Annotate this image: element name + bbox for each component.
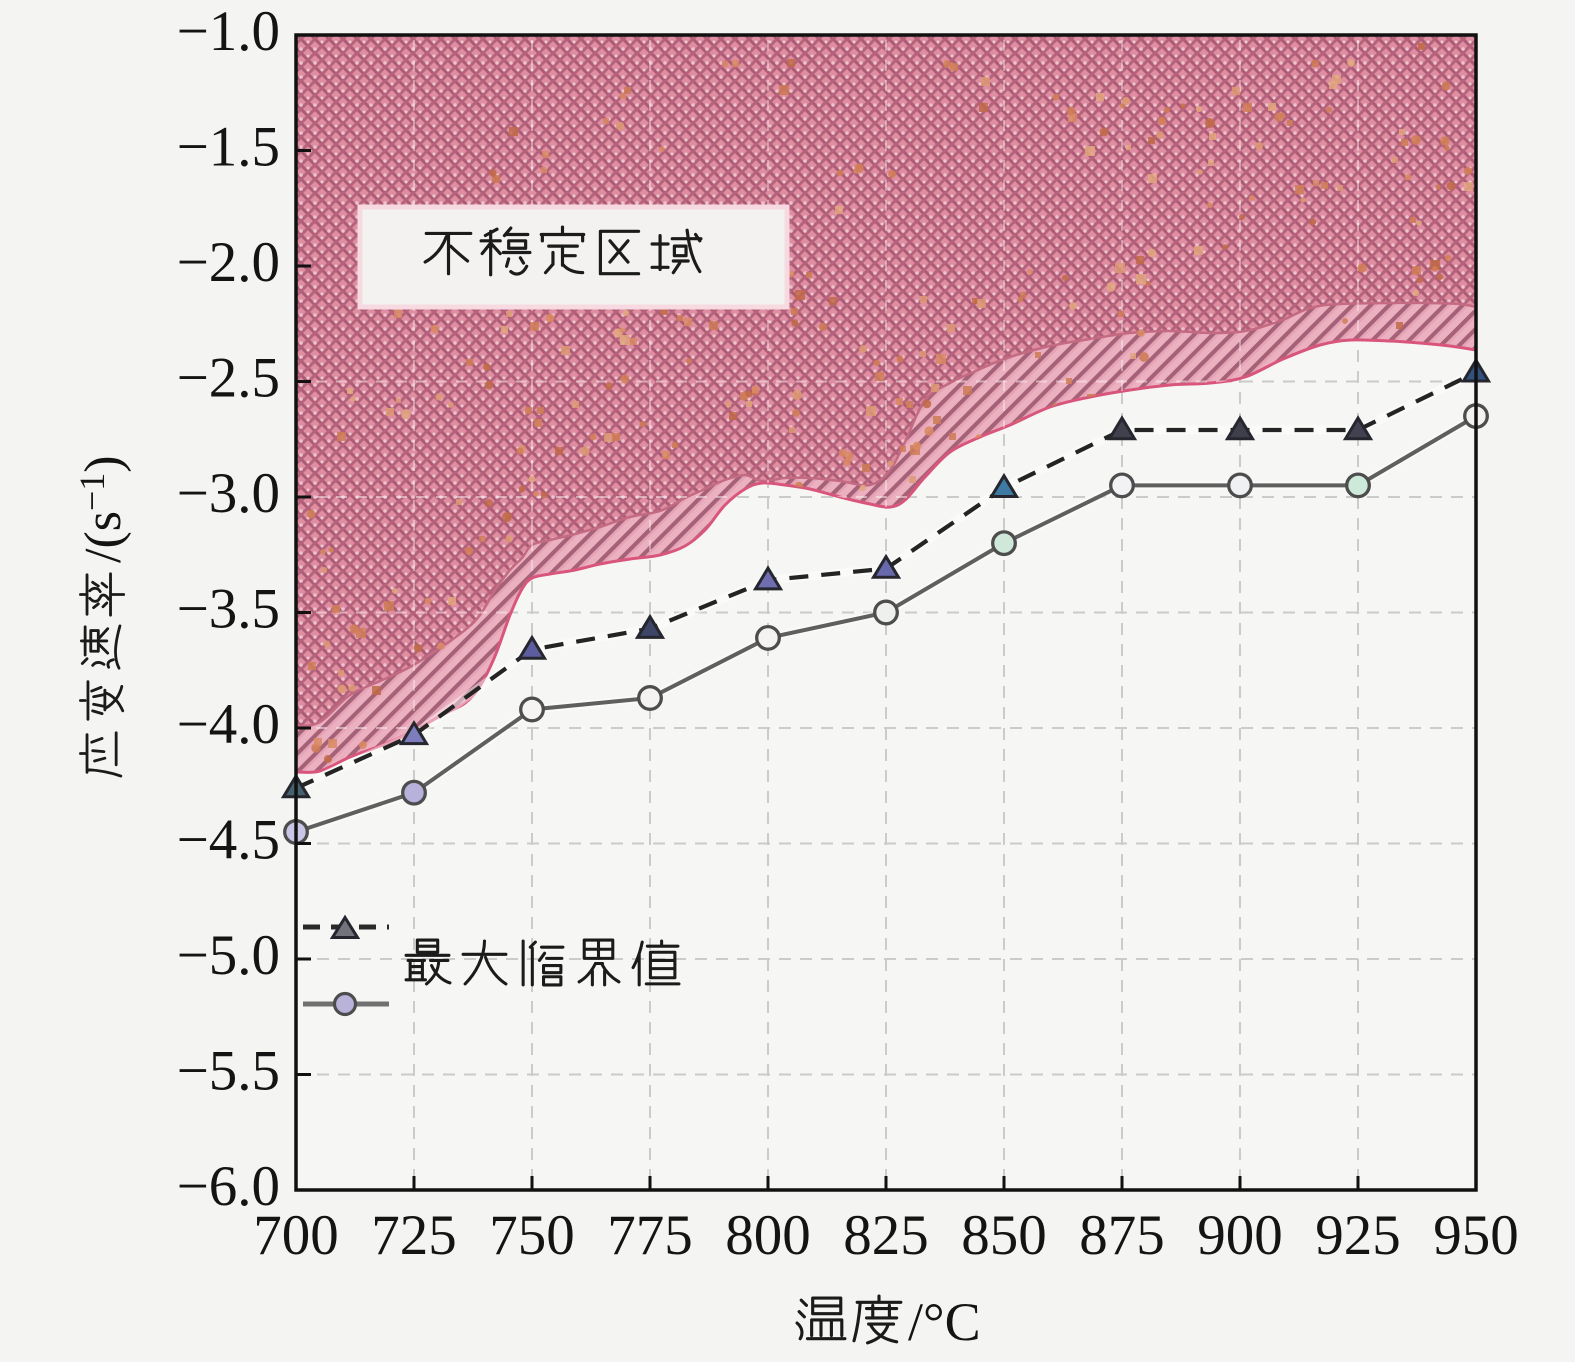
- svg-text:750: 750: [489, 1204, 575, 1267]
- svg-text:−2.5: −2.5: [177, 347, 280, 410]
- svg-text:700: 700: [253, 1204, 339, 1267]
- svg-text:825: 825: [843, 1204, 929, 1267]
- svg-text:−3.5: −3.5: [177, 578, 280, 641]
- svg-text:−3.0: −3.0: [177, 462, 280, 525]
- svg-text:725: 725: [371, 1204, 457, 1267]
- svg-text:−4.5: −4.5: [177, 809, 280, 872]
- svg-text:/°C: /°C: [908, 1292, 981, 1352]
- svg-text:/(s−1): /(s−1): [72, 455, 132, 563]
- svg-text:925: 925: [1315, 1204, 1401, 1267]
- svg-text:−2.0: −2.0: [177, 231, 280, 294]
- svg-text:−1.5: −1.5: [177, 116, 280, 179]
- svg-text:850: 850: [961, 1204, 1047, 1267]
- svg-text:−4.0: −4.0: [177, 693, 280, 756]
- svg-text:950: 950: [1433, 1204, 1519, 1267]
- svg-text:875: 875: [1079, 1204, 1165, 1267]
- svg-text:900: 900: [1197, 1204, 1283, 1267]
- svg-text:−5.5: −5.5: [177, 1040, 280, 1103]
- svg-text:775: 775: [607, 1204, 693, 1267]
- svg-text:800: 800: [725, 1204, 811, 1267]
- svg-text:−6.0: −6.0: [177, 1155, 280, 1218]
- svg-text:−5.0: −5.0: [177, 924, 280, 987]
- svg-text:−1.0: −1.0: [177, 0, 280, 63]
